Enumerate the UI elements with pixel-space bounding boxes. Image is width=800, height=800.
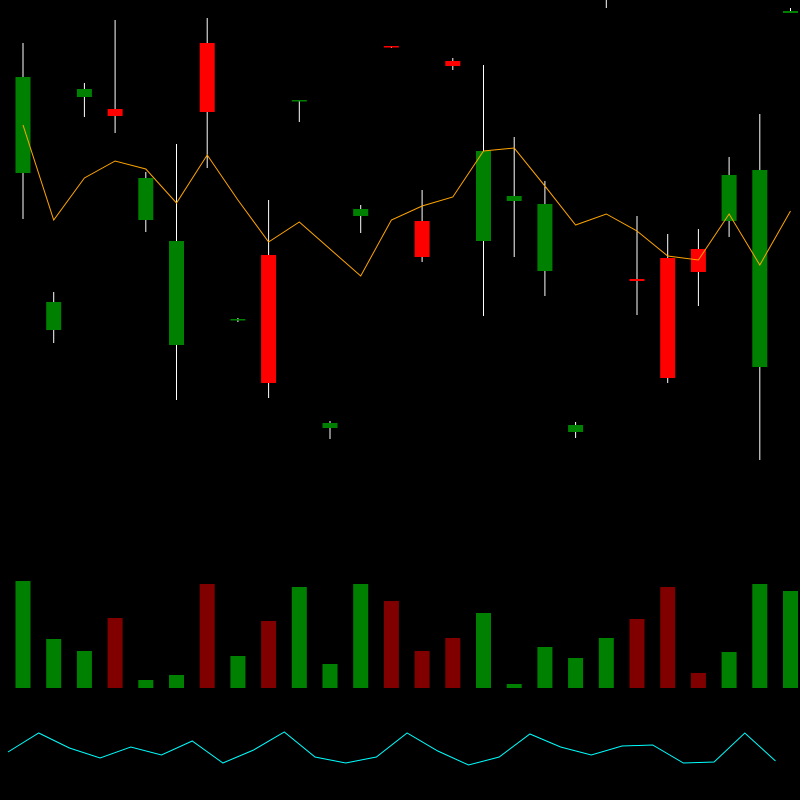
volume-bar <box>76 651 92 688</box>
candle-body <box>261 255 277 383</box>
candle-body <box>568 425 584 432</box>
candle-body <box>506 196 522 201</box>
volume-bar <box>138 680 154 688</box>
volume-bar <box>568 658 584 688</box>
volume-bar <box>660 587 676 688</box>
volume-bar <box>353 584 369 688</box>
volume-bar <box>199 584 215 688</box>
volume-bar <box>46 639 62 688</box>
volume-bar <box>230 656 246 688</box>
volume-bar <box>598 638 614 688</box>
candle-body <box>445 61 461 66</box>
candle-body <box>752 170 768 367</box>
indicator-line <box>7 731 776 766</box>
candle-body <box>107 109 123 116</box>
candle-body <box>230 319 246 321</box>
candle-body <box>414 221 430 257</box>
candle-body <box>783 11 798 13</box>
volume-bar <box>752 584 768 688</box>
volume-bar <box>783 591 798 688</box>
volume-bar <box>476 613 491 688</box>
candle-body <box>476 151 491 241</box>
candle-body <box>291 100 307 102</box>
volume-bar <box>506 684 522 688</box>
candle-body <box>660 258 676 378</box>
candle-body <box>353 209 369 216</box>
volume-bar <box>291 587 307 688</box>
volume-bar <box>383 601 399 688</box>
volume-bar <box>261 621 277 688</box>
candle-body <box>721 175 737 221</box>
volume-bar <box>629 619 645 688</box>
volume-bar <box>15 581 31 688</box>
candle-body <box>169 241 184 345</box>
volume-bar <box>721 652 737 688</box>
moving-average-line <box>22 124 791 277</box>
volume-bar <box>690 673 706 688</box>
volume-bar <box>107 618 123 688</box>
volume-bar <box>445 638 461 688</box>
volume-bar <box>169 675 184 688</box>
candle-body <box>46 302 62 330</box>
candle-body <box>138 178 154 220</box>
candle-body <box>76 89 92 97</box>
candle-body <box>199 43 215 112</box>
volume-bar <box>414 651 430 688</box>
candle-body <box>629 279 645 281</box>
volume-bar <box>322 664 338 688</box>
candle-body <box>537 204 553 271</box>
volume-bar <box>537 647 553 688</box>
candle-body <box>322 423 338 428</box>
candle-body <box>383 46 399 48</box>
